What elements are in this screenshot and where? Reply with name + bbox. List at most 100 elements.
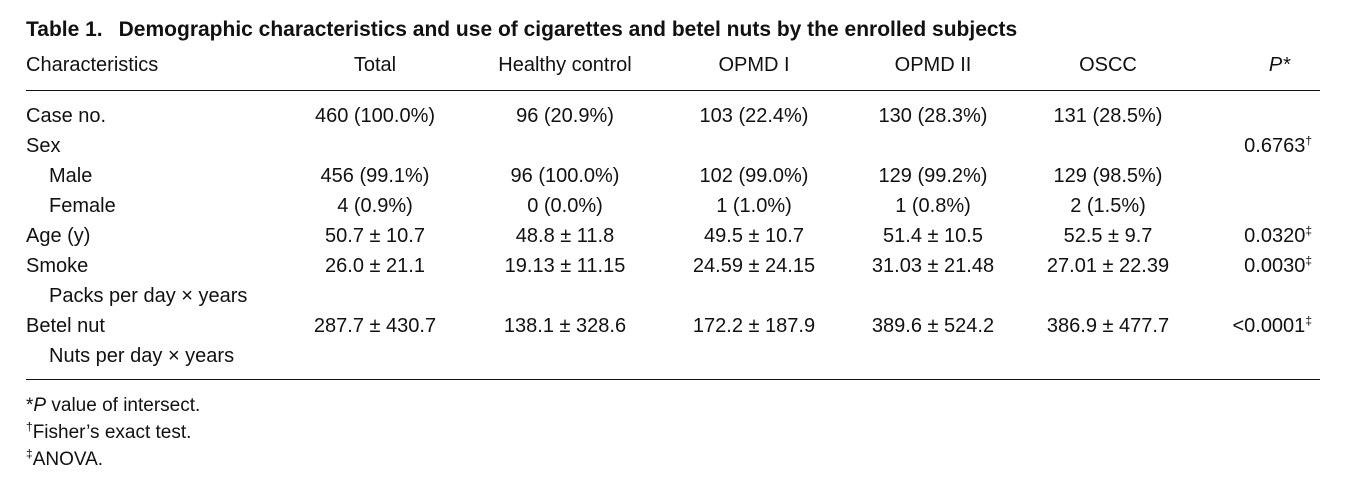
p-value: 0.0320 <box>1244 224 1306 247</box>
row-label: Male <box>49 164 93 187</box>
table-cell: 50.7 ± 10.7 <box>325 224 425 247</box>
table-row: Smoke 26.0 ± 21.1 19.13 ± 11.15 24.59 ± 24.… <box>26 251 1320 281</box>
table-cell: 2 (1.5%) <box>1070 194 1146 217</box>
row-label: Smoke <box>26 254 89 277</box>
table-cell: 96 (100.0%) <box>510 164 620 187</box>
table-cell <box>462 341 668 380</box>
table-cell: 1 (1.0%) <box>716 194 792 217</box>
p-value-footnote-mark: ‡ <box>1305 312 1312 327</box>
p-value-footnote-mark: ‡ <box>1305 222 1312 237</box>
footnote: †Fisher’s exact test. <box>26 419 1371 446</box>
row-label: Nuts per day × years <box>49 344 235 367</box>
table-row: Sex 0.6763† <box>26 131 1320 161</box>
table-row: Female 4 (0.9%) 0 (0.0%) 1 (1.0%) 1 (0.8%) 2 … <box>26 191 1320 221</box>
row-label: Betel nut <box>26 314 105 337</box>
p-value-cell: 0.0320‡ <box>1190 221 1320 251</box>
footnote-mark: * <box>26 395 34 416</box>
header-p-value: P* <box>1190 54 1320 91</box>
footnote-italic: P <box>33 395 47 416</box>
p-value-cell <box>1190 341 1320 380</box>
table-cell: 26.0 ± 21.1 <box>325 254 425 277</box>
header-oscc: OSCC <box>1026 54 1190 91</box>
p-value-cell <box>1190 91 1320 132</box>
table-cell <box>668 341 840 380</box>
demographics-table: Characteristics Total Healthy control OP… <box>26 54 1320 380</box>
row-label: Age (y) <box>26 224 91 247</box>
header-total: Total <box>288 54 462 91</box>
table-cell: 19.13 ± 11.15 <box>504 254 626 277</box>
table-cell: 131 (28.5%) <box>1053 104 1163 127</box>
table-title: Table 1. Demographic characteristics and … <box>26 18 1371 42</box>
table-cell: 31.03 ± 21.48 <box>871 254 995 277</box>
table-cell <box>462 281 668 311</box>
table-cell <box>840 341 1026 380</box>
row-label: Case no. <box>26 104 107 127</box>
table-row: Male 456 (99.1%) 96 (100.0%) 102 (99.0%) 129… <box>26 161 1320 191</box>
row-label: Female <box>49 194 116 217</box>
row-label: Packs per day × years <box>49 284 248 307</box>
header-opmd-i: OPMD I <box>668 54 840 91</box>
table-row: Betel nut 287.7 ± 430.7 138.1 ± 328.6 172.2… <box>26 311 1320 341</box>
header-opmd-ii: OPMD II <box>840 54 1026 91</box>
p-value: 0.6763 <box>1244 134 1306 157</box>
table-cell: 102 (99.0%) <box>699 164 809 187</box>
footnote-text: value of intersect. <box>46 395 201 416</box>
table-cell: 138.1 ± 328.6 <box>503 314 627 337</box>
footnote-mark: ‡ <box>26 446 33 461</box>
table-cell: 49.5 ± 10.7 <box>704 224 804 247</box>
table-row: Nuts per day × years <box>26 341 1320 380</box>
table-body: Case no. 460 (100.0%) 96 (20.9%) 103 (22.4%… <box>26 91 1320 380</box>
p-value: <0.0001 <box>1232 314 1306 337</box>
header-healthy-control: Healthy control <box>462 54 668 91</box>
table-cell: 287.7 ± 430.7 <box>313 314 437 337</box>
table-cell <box>288 131 462 161</box>
table-cell: 4 (0.9%) <box>337 194 413 217</box>
table-cell <box>668 131 840 161</box>
table-cell <box>1026 131 1190 161</box>
table-cell <box>288 341 462 380</box>
table-cell <box>840 281 1026 311</box>
table-cell: 103 (22.4%) <box>699 104 809 127</box>
p-value-footnote-mark: ‡ <box>1305 252 1312 267</box>
table-row: Age (y) 50.7 ± 10.7 48.8 ± 11.8 49.5 ± 10.7… <box>26 221 1320 251</box>
table-cell: 24.59 ± 24.15 <box>692 254 816 277</box>
p-value-cell <box>1190 191 1320 221</box>
table-cell: 27.01 ± 22.39 <box>1046 254 1170 277</box>
table-cell: 386.9 ± 477.7 <box>1046 314 1170 337</box>
table-cell <box>840 131 1026 161</box>
table-cell <box>668 281 840 311</box>
footnote: *P value of intersect. <box>26 392 1371 419</box>
p-value-cell <box>1190 281 1320 311</box>
table-cell: 52.5 ± 9.7 <box>1063 224 1153 247</box>
p-value-footnote-mark: † <box>1305 132 1312 147</box>
table-cell: 130 (28.3%) <box>878 104 988 127</box>
table-number: Table 1. <box>26 18 103 41</box>
header-row: Characteristics Total Healthy control OP… <box>26 54 1320 91</box>
table-caption: Demographic characteristics and use of c… <box>118 18 1018 41</box>
table-cell <box>462 131 668 161</box>
table-cell: 389.6 ± 524.2 <box>871 314 995 337</box>
table-cell <box>1026 281 1190 311</box>
table-cell <box>288 281 462 311</box>
table-cell: 129 (98.5%) <box>1053 164 1163 187</box>
footnote-text: Fisher’s exact test. <box>32 422 192 443</box>
footnote-text: ANOVA. <box>32 449 104 470</box>
table-cell: 1 (0.8%) <box>895 194 971 217</box>
table-cell: 96 (20.9%) <box>516 104 614 127</box>
table-row: Packs per day × years <box>26 281 1320 311</box>
table-row: Case no. 460 (100.0%) 96 (20.9%) 103 (22.4%… <box>26 91 1320 132</box>
p-value-cell: <0.0001‡ <box>1190 311 1320 341</box>
footnote-mark: † <box>26 419 33 434</box>
table-cell: 456 (99.1%) <box>320 164 430 187</box>
table-cell: 172.2 ± 187.9 <box>692 314 816 337</box>
header-characteristics: Characteristics <box>26 54 288 91</box>
row-label: Sex <box>26 134 61 157</box>
p-value: 0.0030 <box>1244 254 1306 277</box>
table-cell <box>1026 341 1190 380</box>
footnotes: *P value of intersect. †Fisher’s exact te… <box>26 392 1371 473</box>
table-cell: 48.8 ± 11.8 <box>515 224 615 247</box>
p-value-cell: 0.0030‡ <box>1190 251 1320 281</box>
table-cell: 460 (100.0%) <box>314 104 436 127</box>
table-cell: 129 (99.2%) <box>878 164 988 187</box>
